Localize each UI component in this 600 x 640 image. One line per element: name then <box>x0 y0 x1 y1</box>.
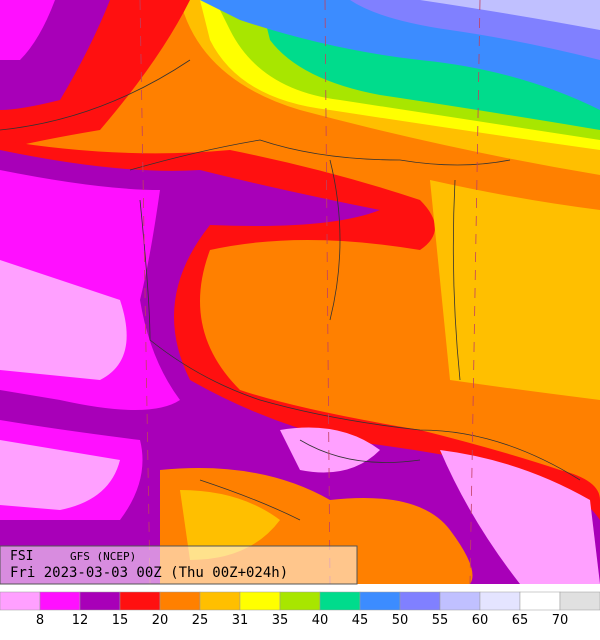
borders <box>0 59 581 521</box>
info-box <box>0 545 358 585</box>
model-name: GFS (NCEP) <box>70 550 136 563</box>
color-legend: 8 12 15 20 25 31 35 40 45 50 55 60 65 70 <box>0 591 600 628</box>
legend-swatch <box>159 591 201 611</box>
legend-swatch <box>439 591 481 611</box>
meridians <box>139 0 481 585</box>
legend-swatch <box>79 591 121 611</box>
legend-label: 55 <box>432 613 449 628</box>
legend-label: 35 <box>272 613 289 628</box>
legend-label: 20 <box>152 613 169 628</box>
legend-label: 60 <box>472 613 489 628</box>
legend-label: 65 <box>512 613 529 628</box>
legend-label: 70 <box>552 613 569 628</box>
legend-swatch <box>119 591 161 611</box>
legend-label: 8 <box>36 613 44 628</box>
legend-swatch <box>239 591 281 611</box>
index-name: FSI <box>10 549 33 564</box>
legend-swatch <box>359 591 401 611</box>
legend-swatch <box>319 591 361 611</box>
map-field <box>0 0 600 584</box>
legend-swatch <box>559 591 600 611</box>
legend-swatch <box>199 591 241 611</box>
legend-label: 15 <box>112 613 129 628</box>
legend-swatch <box>519 591 561 611</box>
legend-swatch <box>39 591 81 611</box>
legend-swatch <box>399 591 441 611</box>
legend-swatch <box>279 591 321 611</box>
legend-label: 50 <box>392 613 409 628</box>
legend-label: 25 <box>192 613 209 628</box>
legend-label: 45 <box>352 613 369 628</box>
legend-swatch <box>479 591 521 611</box>
legend-label: 31 <box>232 613 249 628</box>
valid-time: Fri 2023-03-03 00Z (Thu 00Z+024h) <box>10 565 288 581</box>
legend-swatch <box>0 591 41 611</box>
legend-label: 12 <box>72 613 89 628</box>
legend-label: 40 <box>312 613 329 628</box>
